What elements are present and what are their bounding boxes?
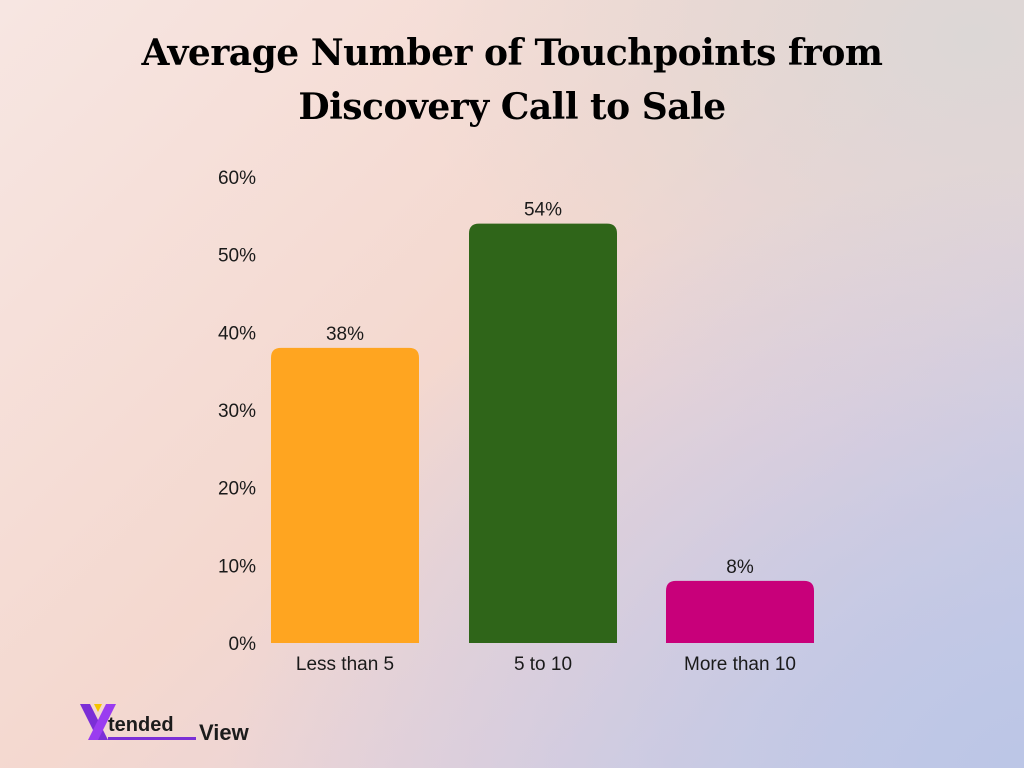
bar-more-than-10 xyxy=(666,580,814,643)
y-tick-label: 20% xyxy=(218,479,256,500)
x-tick-label: Less than 5 xyxy=(296,654,394,675)
bar-value-label: 8% xyxy=(726,557,754,578)
y-axis-ticks: 0% 10% 20% 30% 40% 50% 60% xyxy=(218,168,256,655)
bar-5-to-10 xyxy=(469,223,617,643)
x-tick-label: More than 10 xyxy=(684,654,796,675)
x-mark-icon xyxy=(80,704,116,740)
y-tick-label: 10% xyxy=(218,556,256,577)
x-tick-label: 5 to 10 xyxy=(514,654,572,675)
xtendedview-logo: tended View xyxy=(78,700,268,748)
y-tick-label: 30% xyxy=(218,401,256,422)
chart-title: Average Number of Touchpoints from Disco… xyxy=(0,26,1024,134)
value-labels: 38% 54% 8% xyxy=(326,200,754,578)
y-tick-label: 60% xyxy=(218,168,256,189)
x-axis-ticks: Less than 5 5 to 10 More than 10 xyxy=(296,654,796,675)
y-tick-label: 40% xyxy=(218,323,256,344)
bar-value-label: 38% xyxy=(326,324,364,345)
logo-text-view: View xyxy=(199,720,249,745)
bars xyxy=(271,223,814,643)
y-tick-label: 0% xyxy=(229,634,257,655)
chart-title-line-1: Average Number of Touchpoints from xyxy=(141,32,883,74)
logo-text-tended: tended xyxy=(108,714,174,736)
y-tick-label: 50% xyxy=(218,246,256,267)
logo-underline xyxy=(108,737,196,740)
chart-title-line-2: Discovery Call to Sale xyxy=(298,86,726,128)
bar-less-than-5 xyxy=(271,347,419,643)
bar-value-label: 54% xyxy=(524,200,562,221)
